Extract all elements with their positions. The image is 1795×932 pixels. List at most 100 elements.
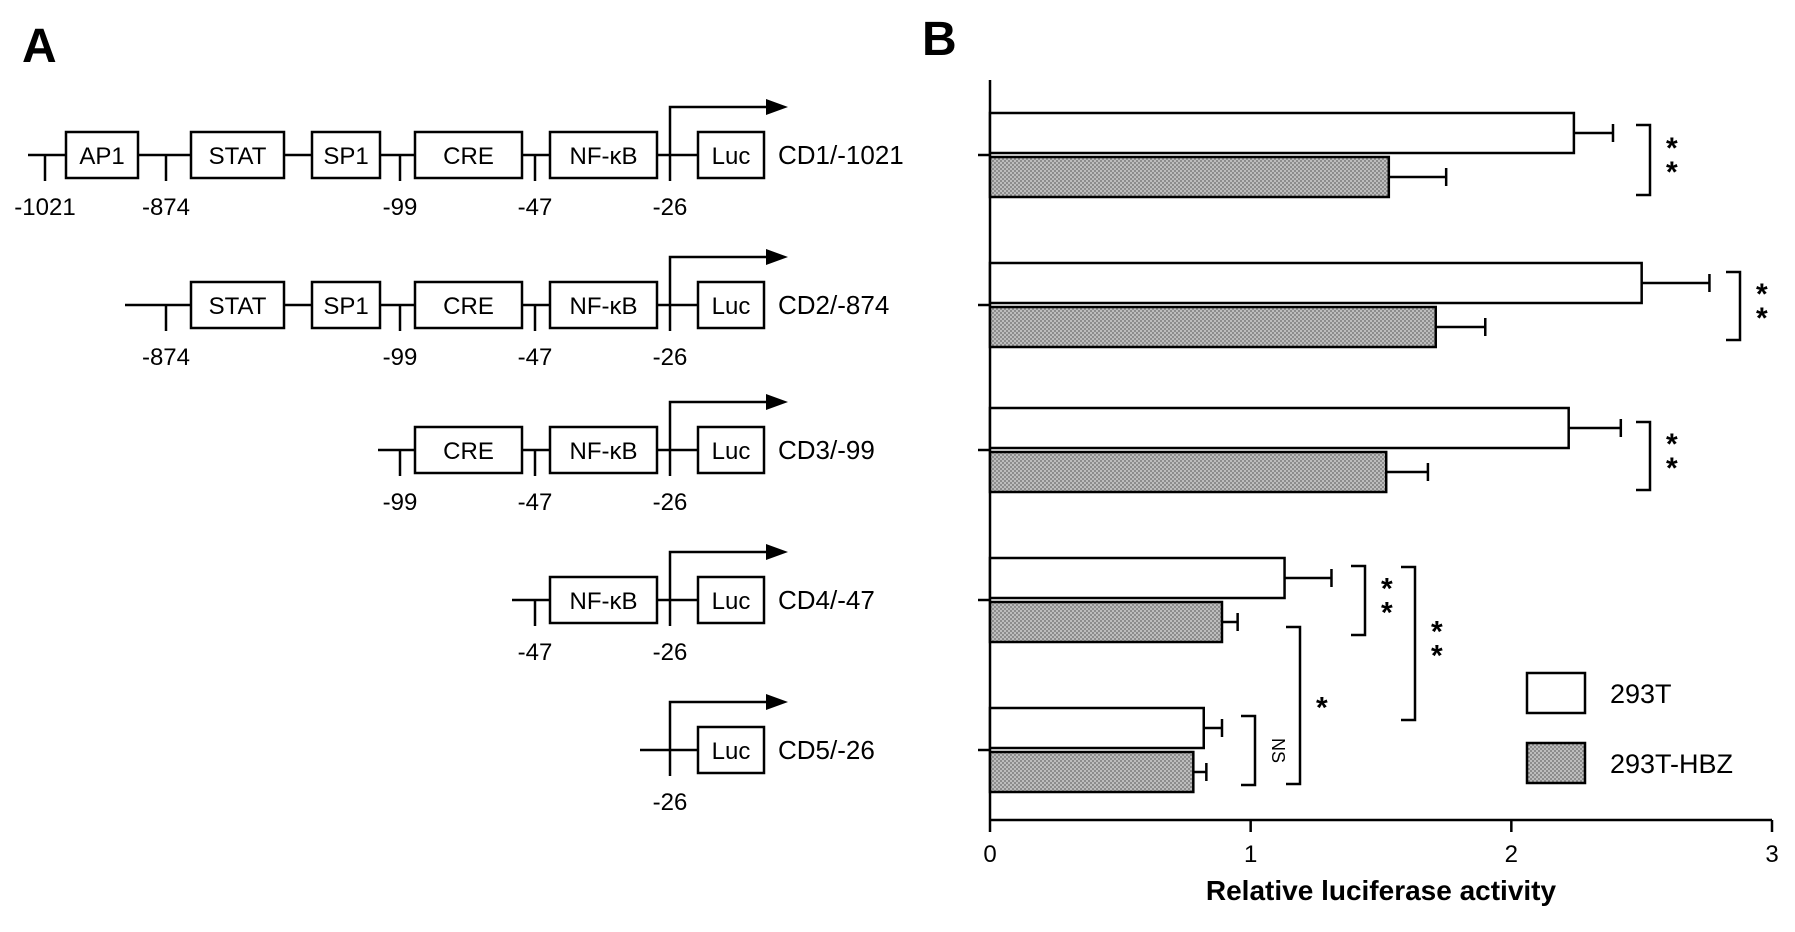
- significance-label: *: [1316, 692, 1328, 725]
- element-label: STAT: [209, 143, 267, 170]
- element-label: Luc: [712, 143, 751, 170]
- construct-4: -47 -26 NF-κB Luc CD4/-47: [512, 544, 875, 666]
- transcription-start-arrow-line: [668, 255, 770, 305]
- construct-label: CD3/-99: [778, 435, 875, 465]
- position-label: -26: [653, 489, 688, 516]
- element-label: STAT: [209, 293, 267, 320]
- element-label: Luc: [712, 438, 751, 465]
- bar-293t-hbz-2: [988, 305, 1437, 349]
- x-tick-label: 2: [1505, 841, 1518, 868]
- x-tick-label: 3: [1765, 841, 1778, 868]
- element-label: NF-κB: [570, 438, 638, 465]
- position-label: -99: [383, 344, 418, 371]
- significance-label: *: [1666, 132, 1678, 165]
- legend-swatch-293t-hbz: [1525, 741, 1587, 785]
- element-label: NF-κB: [570, 293, 638, 320]
- position-label: -99: [383, 489, 418, 516]
- significance-bracket: **: [1636, 123, 1678, 197]
- element-label: AP1: [79, 143, 124, 170]
- element-box: [310, 280, 382, 330]
- element-box: [189, 130, 286, 180]
- promoter-map: -1021 -874 -99 -47 -26 AP1 STAT SP1 CRE NF-κB Luc C…: [14, 99, 904, 816]
- position-label: -26: [653, 639, 688, 666]
- element-label: NF-κB: [570, 588, 638, 615]
- bar-293t-hbz-5: [988, 750, 1195, 794]
- transcription-start-arrow-line: [668, 550, 770, 600]
- x-axis-title: Relative luciferase activity: [1206, 875, 1557, 906]
- transcription-start-arrowhead: [766, 249, 788, 265]
- significance-label: *: [1756, 278, 1768, 311]
- significance-star-2: *: [1431, 640, 1443, 673]
- element-box: [64, 130, 140, 180]
- legend: 293T 293T-HBZ: [1525, 671, 1733, 785]
- position-label: -47: [518, 344, 553, 371]
- position-label: -874: [142, 194, 190, 221]
- transcription-start-arrowhead: [766, 394, 788, 410]
- bar-293t-hbz-3: [988, 450, 1388, 494]
- element-label: CRE: [443, 438, 494, 465]
- x-tick-label: 1: [1244, 841, 1257, 868]
- element-box: [548, 280, 659, 330]
- significance-star-2: *: [1756, 302, 1768, 335]
- bracket-line: [1241, 714, 1257, 787]
- panel-letter-b: B: [922, 13, 957, 66]
- element-box: [413, 280, 524, 330]
- significance-bracket: NS: [1241, 714, 1288, 787]
- element-box: [696, 425, 766, 475]
- x-tick-label: 0: [983, 841, 996, 868]
- construct-5: -26 Luc CD5/-26: [640, 694, 875, 816]
- position-label: -26: [653, 194, 688, 221]
- position-label: -99: [383, 194, 418, 221]
- construct-label: CD5/-26: [778, 735, 875, 765]
- position-label: -47: [518, 639, 553, 666]
- position-label: -26: [653, 789, 688, 816]
- element-box: [413, 425, 524, 475]
- panel-letter-a: A: [22, 20, 57, 73]
- bar-293t-3: [988, 406, 1570, 450]
- construct-3: -99 -47 -26 CRE NF-κB Luc CD3/-99: [378, 394, 875, 516]
- significance-bracket: *: [1286, 625, 1328, 786]
- significance-label: *: [1431, 616, 1443, 649]
- bracket-line: [1726, 270, 1742, 342]
- construct-label: CD2/-874: [778, 290, 889, 320]
- element-box: [696, 575, 766, 625]
- element-label: SP1: [323, 143, 368, 170]
- element-box: [413, 130, 524, 180]
- construct-2: -874 -99 -47 -26 STAT SP1 CRE NF-κB Luc CD2/-874: [125, 249, 889, 371]
- bracket-line: [1286, 625, 1302, 786]
- construct-label: CD1/-1021: [778, 140, 904, 170]
- transcription-start-arrowhead: [766, 99, 788, 115]
- bracket-line: [1351, 564, 1367, 637]
- element-box: [696, 280, 766, 330]
- position-label: -26: [653, 344, 688, 371]
- position-label: -47: [518, 489, 553, 516]
- significance-star-2: *: [1381, 597, 1393, 630]
- significance-label: NS: [1268, 738, 1288, 763]
- element-box: [548, 425, 659, 475]
- bar-293t-5: [988, 706, 1205, 750]
- significance-bracket: **: [1351, 564, 1393, 637]
- transcription-start-arrow-line: [668, 400, 770, 450]
- element-label: NF-κB: [570, 143, 638, 170]
- transcription-start-arrow-line: [668, 700, 770, 750]
- significance-star-2: *: [1666, 452, 1678, 485]
- bracket-line: [1401, 565, 1417, 722]
- construct-1: -1021 -874 -99 -47 -26 AP1 STAT SP1 CRE NF-κB Luc C…: [14, 99, 904, 221]
- element-box: [696, 725, 766, 775]
- bar-293t-hbz-4: [988, 600, 1224, 644]
- bar-293t-hbz-1: [988, 155, 1391, 199]
- element-label: Luc: [712, 293, 751, 320]
- bar-293t-1: [988, 111, 1576, 155]
- bracket-line: [1636, 123, 1652, 197]
- legend-label: 293T-HBZ: [1610, 749, 1733, 779]
- element-box: [548, 130, 659, 180]
- position-label: -47: [518, 194, 553, 221]
- element-label: CRE: [443, 293, 494, 320]
- significance-star-2: *: [1666, 156, 1678, 189]
- element-box: [548, 575, 659, 625]
- legend-swatch-293t: [1525, 671, 1587, 715]
- element-box: [189, 280, 286, 330]
- significance-bracket: **: [1726, 270, 1768, 342]
- element-label: Luc: [712, 588, 751, 615]
